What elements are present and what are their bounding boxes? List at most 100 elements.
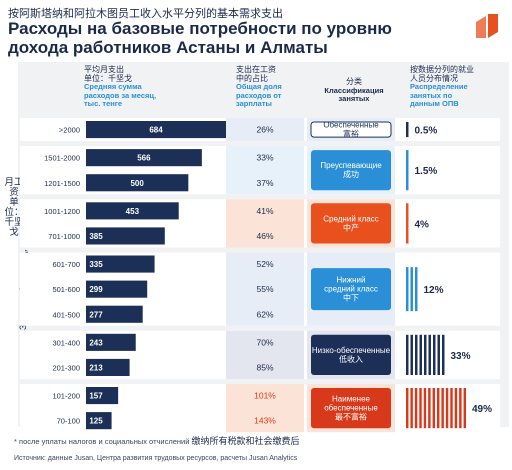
income-bracket-label: >2000 [59, 126, 80, 135]
header-spend: 平均月支出 单位：千坚戈 Средняя сумма расходов за м… [84, 65, 157, 109]
salary-share-label: 55% [256, 284, 273, 294]
spend-value-label: 335 [89, 260, 103, 269]
brand-logo-icon [476, 14, 498, 38]
income-bracket-label: 401-500 [52, 310, 80, 319]
class-label-cn-1: 成功 [343, 169, 359, 179]
class-box-4 [311, 334, 391, 375]
spend-bar [86, 174, 189, 192]
salary-share-label: 85% [256, 362, 273, 372]
income-bracket-label: 70-100 [57, 417, 80, 426]
share-band-1 [226, 146, 304, 195]
spend-value-label: 213 [89, 363, 103, 372]
distribution-stripe-3 [406, 267, 409, 312]
source-note: Источник: данные Jusan, Центра развития … [14, 455, 298, 462]
spend-bar [86, 412, 112, 430]
salary-share-label: 46% [256, 231, 273, 241]
distribution-stripe-5 [437, 388, 440, 429]
spend-bar [86, 387, 119, 405]
spend-value-label: 500 [130, 179, 144, 188]
header-share-ru: Общая доля расходов от зарплаты [236, 82, 282, 109]
spend-value-label: 299 [89, 285, 103, 294]
distribution-stripe-4 [433, 334, 436, 375]
distribution-stripe-5 [428, 388, 431, 429]
header-class: 分类 Классификация занятых [318, 77, 390, 104]
class-label-ru-3: средний класс [324, 285, 378, 294]
spend-bar [86, 149, 202, 167]
distribution-stripe-4 [406, 334, 409, 375]
distribution-stripe-4 [424, 334, 427, 375]
share-band-2 [226, 199, 304, 248]
distribution-stripe-0 [406, 122, 409, 138]
distribution-stripe-5 [410, 388, 413, 429]
distribution-stripe-3 [410, 267, 413, 312]
class-label-ru-5: обеспеченные [324, 404, 378, 413]
distribution-stripe-4 [410, 334, 413, 375]
spend-bar [86, 280, 148, 298]
header-dist-cn: 按数据分列的就业 人员分布情况 [410, 65, 474, 83]
class-label-ru-5: Наименее [332, 395, 371, 404]
spend-value-label: 243 [89, 338, 103, 347]
spend-value-label: 157 [89, 392, 103, 401]
spend-bar [86, 305, 143, 323]
class-label-ru-0: Обеспеченные [323, 121, 379, 130]
salary-share-label: 70% [256, 337, 273, 347]
class-label-ru-4: Низко-обеспеченные [312, 346, 391, 355]
spend-value-label: 277 [89, 310, 103, 319]
footnote-cn: 缴纳所有税款和社会缴费后 [191, 436, 300, 446]
income-bracket-label: 701-1000 [48, 232, 80, 241]
distribution-stripe-5 [441, 388, 444, 429]
y-axis-label-cn: 月工资 单位：千坚戈 [4, 177, 24, 238]
distribution-stripe-4 [428, 334, 431, 375]
distribution-stripe-2 [406, 203, 409, 244]
distribution-label-4: 33% [451, 351, 471, 362]
share-band-0 [226, 118, 304, 142]
class-box-5 [311, 388, 391, 429]
distribution-label-1: 1.5% [415, 166, 438, 177]
share-band-5 [226, 384, 304, 433]
class-box-1 [311, 150, 391, 191]
distribution-stripe-5 [459, 388, 462, 429]
chinese-title: 按阿斯塔纳和阿拉木图员工收入水平分列的基本需求支出 [8, 8, 283, 20]
distribution-stripe-5 [432, 388, 436, 429]
distribution-stripe-5 [406, 388, 409, 429]
class-label-cn-3: 中下 [343, 293, 359, 303]
footnote-ru: * после уплаты налогов и социальных отчи… [14, 437, 190, 446]
income-bracket-label: 1501-2000 [44, 154, 80, 163]
header-dist: 按数据分列的就业 人员分布情况 Распределение занятых по… [410, 65, 474, 109]
spend-bar [86, 202, 179, 220]
income-bracket-label: 1001-1200 [44, 207, 80, 216]
class-box-0 [310, 121, 392, 138]
distribution-stripe-5 [423, 388, 427, 429]
salary-share-label: 62% [256, 309, 273, 319]
income-bracket-label: 201-300 [52, 363, 80, 372]
spend-bar [86, 121, 226, 139]
class-label-ru-1: Преуспевающие [320, 161, 382, 170]
share-band-3 [226, 252, 304, 326]
spend-value-label: 453 [126, 207, 140, 216]
class-label-cn-2: 中产 [343, 222, 359, 232]
salary-share-label: 26% [256, 125, 273, 135]
class-box-2 [311, 203, 391, 244]
class-label-cn-4: 低收入 [339, 354, 363, 364]
spend-bar [86, 333, 136, 351]
distribution-stripe-5 [419, 388, 422, 429]
distribution-label-2: 4% [415, 219, 430, 230]
income-bracket-label: 101-200 [52, 392, 80, 401]
class-label-cn-0: 富裕 [343, 129, 359, 139]
distribution-stripe-3 [415, 267, 418, 312]
header-class-cn: 分类 [346, 77, 362, 86]
salary-share-label: 52% [256, 259, 273, 269]
header-share: 支出在工资 中的占比 Общая доля расходов от зарпла… [236, 65, 282, 109]
header-share-cn: 支出在工资 中的占比 [236, 65, 276, 83]
page-title: Расходы на базовые потребности по уровню… [8, 19, 392, 57]
class-label-ru-3: Нижний [337, 276, 366, 285]
distribution-stripe-4 [415, 334, 418, 375]
salary-share-label: 33% [256, 153, 273, 163]
distribution-stripe-5 [454, 388, 458, 429]
income-bracket-label: 301-400 [52, 338, 80, 347]
class-label-cn-5: 最不富裕 [335, 412, 367, 422]
header-class-ru: Классификация занятых [324, 85, 384, 104]
header-spend-ru: Средняя сумма расходов за месяц, тыс. те… [84, 82, 157, 109]
header-dist-ru: Распределение занятых по данным ОПВ [410, 82, 468, 109]
salary-share-label: 41% [256, 206, 273, 216]
